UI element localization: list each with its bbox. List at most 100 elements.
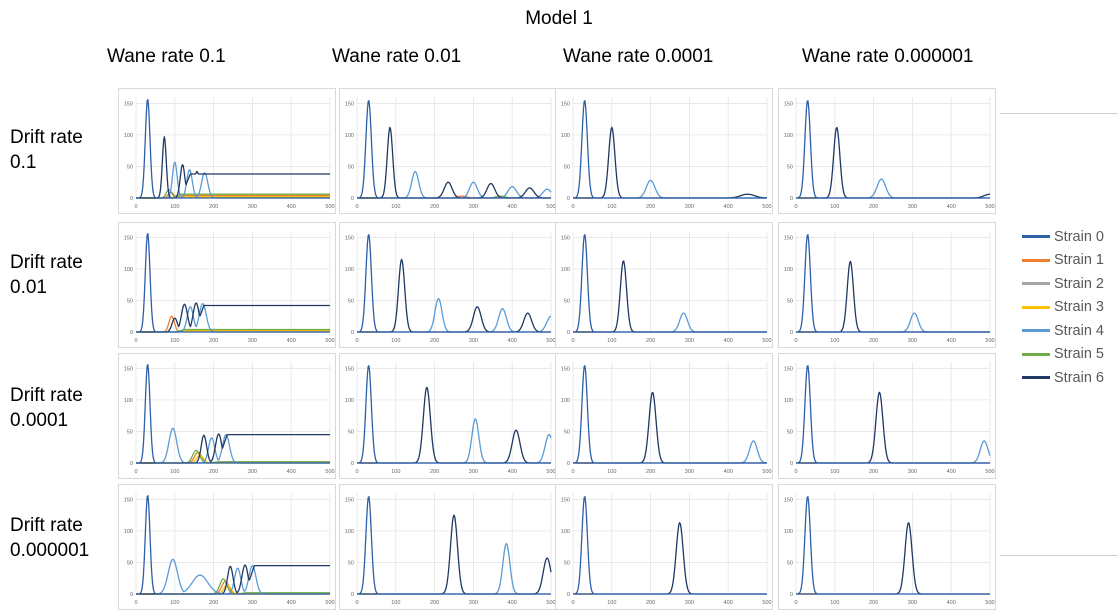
x-tick-label: 0	[355, 338, 358, 344]
x-tick-label: 100	[830, 338, 839, 344]
x-tick-label: 500	[325, 469, 334, 475]
x-tick-label: 400	[508, 469, 517, 475]
chart-svg: 0 100 200 300 400 500 0 50 100 150	[345, 231, 556, 344]
series-line-strain-6	[796, 260, 990, 333]
series-line-strain-6	[573, 391, 767, 464]
series-line-strain-0	[795, 234, 990, 333]
x-tick-label: 0	[571, 469, 574, 475]
y-tick-label: 100	[561, 267, 570, 273]
legend-label: Strain 1	[1054, 252, 1104, 269]
y-tick-label: 100	[561, 398, 570, 404]
chart-panel: 0 100 200 300 400 500 0 50 100 150	[778, 222, 996, 348]
chart-svg: 0 100 200 300 400 500 0 50 100 150	[561, 362, 772, 475]
chart-svg: 0 100 200 300 400 500 0 50 100 150	[124, 493, 335, 606]
y-tick-label: 150	[124, 235, 133, 241]
x-tick-label: 200	[430, 469, 439, 475]
x-tick-label: 0	[571, 338, 574, 344]
x-tick-label: 200	[430, 338, 439, 344]
series-line-strain-0	[136, 364, 330, 464]
chart-panel: 0 100 200 300 400 500 0 50 100 150	[555, 88, 773, 214]
x-tick-label: 100	[391, 204, 400, 210]
x-tick-label: 200	[209, 204, 218, 210]
y-tick-label: 0	[790, 461, 793, 467]
series-line-strain-0	[572, 496, 767, 595]
y-tick-label: 0	[351, 592, 354, 598]
y-tick-label: 50	[127, 429, 133, 435]
x-tick-label: 0	[794, 600, 797, 606]
y-tick-label: 150	[345, 366, 354, 372]
series-line-strain-4	[573, 440, 768, 464]
series-line-strain-0	[136, 233, 330, 333]
legend-swatch	[1022, 258, 1050, 262]
series-line-strain-6	[357, 386, 551, 464]
x-tick-label: 300	[908, 338, 917, 344]
y-tick-label: 100	[345, 133, 354, 139]
y-tick-label: 50	[564, 560, 570, 566]
y-tick-label: 50	[564, 429, 570, 435]
y-tick-label: 50	[564, 298, 570, 304]
x-tick-label: 100	[607, 469, 616, 475]
y-tick-label: 50	[127, 298, 133, 304]
x-tick-label: 200	[646, 469, 655, 475]
legend-item: Strain 0	[1022, 225, 1104, 249]
x-tick-label: 0	[355, 600, 358, 606]
series-line-strain-6	[573, 260, 767, 333]
y-tick-label: 100	[124, 529, 133, 535]
legend-swatch	[1022, 282, 1050, 286]
x-tick-label: 300	[685, 204, 694, 210]
chart-svg: 0 100 200 300 400 500 0 50 100 150	[784, 493, 995, 606]
x-tick-label: 100	[830, 204, 839, 210]
y-tick-label: 100	[561, 133, 570, 139]
x-tick-label: 400	[287, 600, 296, 606]
x-tick-label: 200	[209, 338, 218, 344]
series-line-strain-4	[796, 312, 990, 333]
series-line-strain-4	[796, 440, 991, 464]
x-tick-label: 300	[685, 600, 694, 606]
x-tick-label: 200	[869, 600, 878, 606]
x-tick-label: 400	[508, 600, 517, 606]
x-tick-label: 100	[607, 600, 616, 606]
x-tick-label: 300	[908, 204, 917, 210]
legend-label: Strain 0	[1054, 228, 1104, 245]
x-tick-label: 100	[830, 600, 839, 606]
x-tick-label: 300	[908, 600, 917, 606]
series-line-strain-4	[136, 303, 330, 333]
y-tick-label: 150	[561, 235, 570, 241]
y-tick-label: 50	[348, 560, 354, 566]
legend-label: Strain 2	[1054, 275, 1104, 292]
series-line-strain-0	[795, 496, 990, 595]
x-tick-label: 400	[724, 469, 733, 475]
series-line-strain-0	[572, 100, 767, 199]
x-tick-label: 200	[646, 204, 655, 210]
y-tick-label: 150	[345, 497, 354, 503]
x-tick-label: 500	[325, 600, 334, 606]
chart-panel: 0 100 200 300 400 500 0 50 100 150	[778, 88, 996, 214]
y-tick-label: 50	[787, 164, 793, 170]
series-line-strain-6	[796, 391, 990, 464]
series-line-strain-4	[357, 418, 552, 464]
series-line-strain-4	[357, 542, 551, 595]
y-tick-label: 0	[351, 330, 354, 336]
row-header-0: Drift rate 0.1	[10, 125, 83, 175]
legend-swatch	[1022, 376, 1050, 380]
y-tick-label: 100	[124, 398, 133, 404]
y-tick-label: 0	[130, 592, 133, 598]
series-line-strain-0	[356, 496, 551, 595]
y-tick-label: 150	[124, 101, 133, 107]
legend-item: Strain 2	[1022, 272, 1104, 296]
legend-item: Strain 1	[1022, 249, 1104, 273]
x-tick-label: 500	[762, 600, 771, 606]
series-line-strain-4	[796, 178, 990, 199]
x-tick-label: 0	[134, 204, 137, 210]
x-tick-label: 400	[508, 338, 517, 344]
chart-panel: 0 100 200 300 400 500 0 50 100 150	[339, 484, 557, 610]
chart-panel: 0 100 200 300 400 500 0 50 100 150	[555, 484, 773, 610]
series-line-strain-6	[573, 522, 767, 595]
row-header-1: Drift rate 0.01	[10, 250, 83, 300]
series-line-strain-4	[573, 312, 767, 333]
legend: Strain 0 Strain 1 Strain 2 Strain 3 Strain 4…	[1022, 225, 1104, 390]
x-tick-label: 300	[248, 469, 257, 475]
y-tick-label: 50	[564, 164, 570, 170]
y-tick-label: 0	[351, 196, 354, 202]
y-tick-label: 100	[561, 529, 570, 535]
